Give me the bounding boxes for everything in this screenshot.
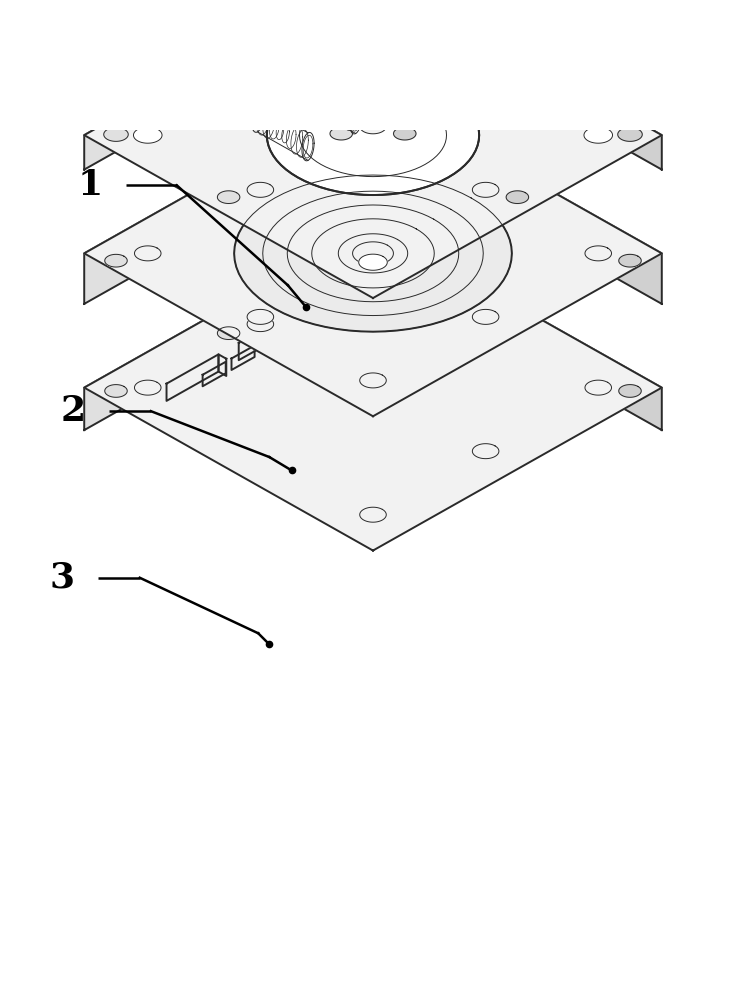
Polygon shape <box>84 0 373 170</box>
Polygon shape <box>247 317 274 332</box>
Polygon shape <box>231 345 254 370</box>
Polygon shape <box>506 191 529 203</box>
Polygon shape <box>329 0 354 14</box>
Polygon shape <box>618 385 642 397</box>
Polygon shape <box>299 77 311 105</box>
Polygon shape <box>104 254 128 267</box>
Polygon shape <box>394 258 416 270</box>
Polygon shape <box>217 327 240 339</box>
Polygon shape <box>585 380 612 395</box>
Polygon shape <box>166 354 219 401</box>
Polygon shape <box>618 128 642 141</box>
Polygon shape <box>360 119 386 134</box>
Polygon shape <box>373 0 662 170</box>
Polygon shape <box>134 380 161 395</box>
Text: 1: 1 <box>78 168 103 202</box>
Polygon shape <box>360 373 386 388</box>
Text: 2: 2 <box>60 394 86 428</box>
Polygon shape <box>472 444 499 459</box>
Polygon shape <box>267 75 479 195</box>
Polygon shape <box>359 254 387 270</box>
Polygon shape <box>392 0 417 14</box>
Polygon shape <box>360 507 386 522</box>
Polygon shape <box>330 127 352 140</box>
Polygon shape <box>134 127 162 143</box>
Polygon shape <box>84 225 373 430</box>
Polygon shape <box>472 309 499 324</box>
Polygon shape <box>394 127 416 140</box>
Polygon shape <box>203 362 226 386</box>
Polygon shape <box>134 246 161 261</box>
Polygon shape <box>239 314 291 360</box>
Polygon shape <box>618 254 642 267</box>
Polygon shape <box>247 309 274 324</box>
Polygon shape <box>359 0 387 16</box>
Polygon shape <box>104 128 128 141</box>
Polygon shape <box>84 90 662 416</box>
Polygon shape <box>330 258 352 270</box>
Polygon shape <box>360 253 386 268</box>
Polygon shape <box>585 246 612 261</box>
Polygon shape <box>291 314 298 335</box>
Polygon shape <box>234 175 512 332</box>
Polygon shape <box>84 225 662 551</box>
Polygon shape <box>217 191 240 203</box>
Polygon shape <box>219 354 226 376</box>
Polygon shape <box>84 0 662 298</box>
Polygon shape <box>247 182 274 197</box>
Polygon shape <box>373 90 662 304</box>
Text: 3: 3 <box>49 561 75 595</box>
Polygon shape <box>104 385 128 397</box>
Polygon shape <box>472 182 499 197</box>
Polygon shape <box>84 90 373 304</box>
Polygon shape <box>584 127 612 143</box>
Polygon shape <box>251 104 263 132</box>
Polygon shape <box>373 225 662 430</box>
